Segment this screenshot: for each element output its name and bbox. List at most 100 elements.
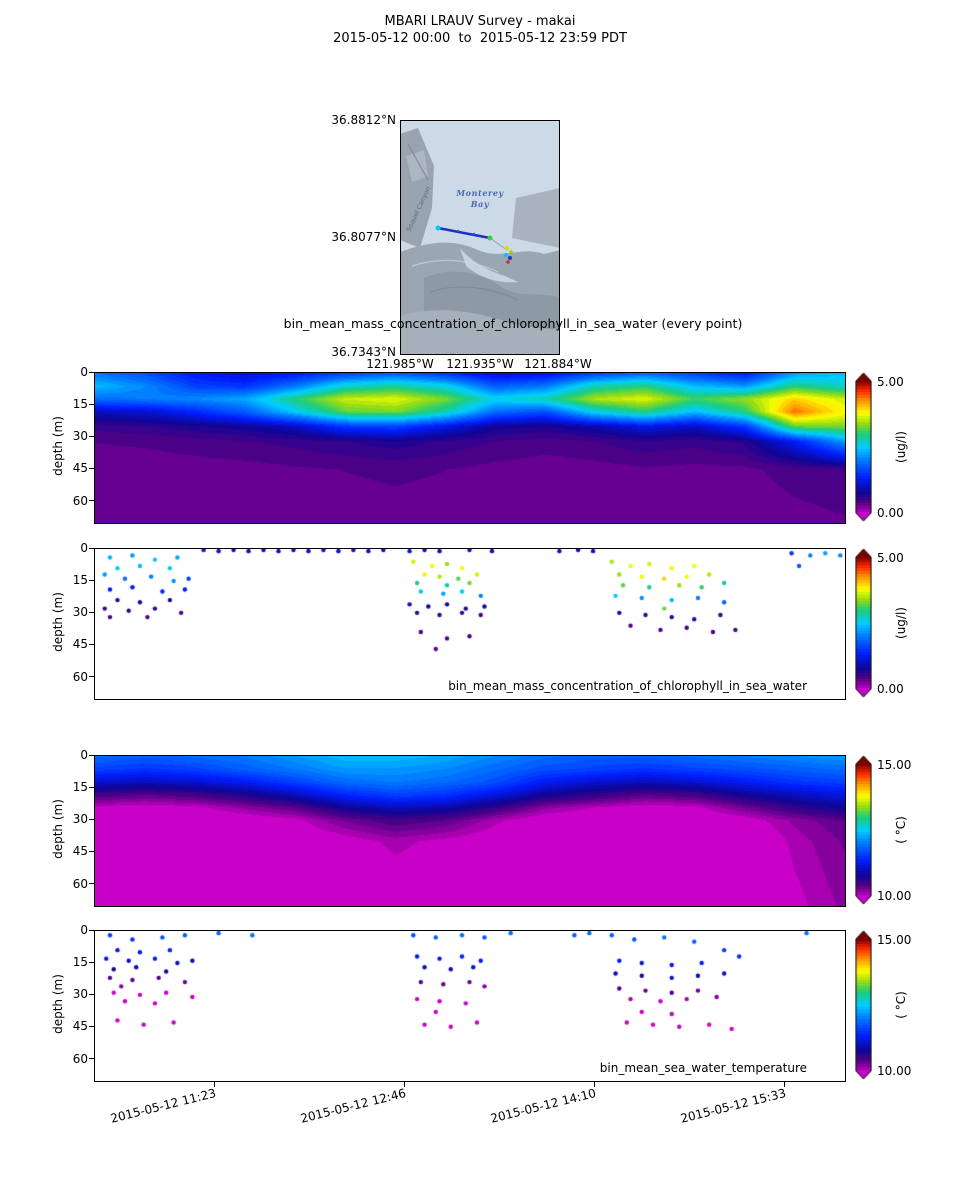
colorbar-unit-label: (ug/l) — [894, 607, 908, 639]
x-tick-label: 2015-05-12 11:23 — [109, 1086, 218, 1126]
track-dot — [506, 260, 510, 264]
page-title: MBARI LRAUV Survey - makai — [384, 14, 576, 29]
x-tick-mark — [214, 1082, 215, 1087]
y-tick-label: 15 — [72, 573, 88, 588]
y-tick-mark — [89, 435, 94, 437]
x-tick-label: 2015-05-12 12:46 — [299, 1086, 408, 1126]
y-tick-mark — [89, 467, 94, 469]
y-tick-mark — [89, 883, 94, 885]
y-tick-mark — [89, 993, 94, 995]
x-tick-label: 2015-05-12 15:33 — [679, 1086, 788, 1126]
y-tick-label: 30 — [72, 987, 88, 1002]
chlorophyll-scatter-plot: depth (m) 5.00 0.00 (ug/l) bin_mean_mass… — [0, 541, 960, 700]
y-tick-label: 15 — [72, 955, 88, 970]
y-tick-mark — [89, 579, 94, 581]
y-tick-mark — [89, 755, 94, 756]
x-tick-mark — [784, 1082, 785, 1087]
map-lon-label-right: 121.884°W — [524, 357, 592, 371]
colorbar-min-label: 10.00 — [877, 889, 912, 903]
temperature-scatter-colorbar — [855, 930, 872, 1080]
y-tick-mark — [89, 403, 94, 405]
y-tick-mark — [89, 611, 94, 613]
colorbar-max-label: 5.00 — [877, 551, 904, 565]
chlorophyll-plot-title: bin_mean_mass_concentration_of_chlorophy… — [283, 316, 743, 331]
map-lat-label-top: 36.8812°N — [331, 113, 396, 127]
colorbar-max-label: 15.00 — [877, 933, 912, 947]
y-tick-label: 15 — [72, 780, 88, 795]
chlorophyll-colorbar — [855, 372, 872, 522]
y-tick-mark — [89, 1025, 94, 1027]
track-dot — [504, 253, 508, 257]
colorbar-max-label: 5.00 — [877, 375, 904, 389]
colorbar-unit-label: (ug/l) — [894, 431, 908, 463]
y-tick-mark — [89, 930, 94, 931]
page-subtitle: 2015-05-12 00:00 to 2015-05-12 23:59 PDT — [333, 31, 627, 46]
colorbar-unit-label: ( °C) — [894, 991, 908, 1019]
map-bay-label-line1: Monterey — [455, 188, 504, 198]
map-bathymetry — [400, 128, 560, 355]
y-tick-label: 30 — [72, 429, 88, 444]
chlorophyll-scatter-colorbar — [855, 548, 872, 698]
y-tick-label: 0 — [80, 748, 88, 762]
y-tick-label: 60 — [72, 493, 88, 508]
temperature-colorbar — [855, 755, 872, 905]
y-tick-label: 45 — [72, 461, 88, 476]
track-dot — [435, 225, 441, 231]
auv-track — [435, 225, 513, 264]
y-tick-label: 30 — [72, 605, 88, 620]
y-tick-mark — [89, 372, 94, 373]
monterey-bay-map: Soquel Canyon Monterey Bay — [400, 120, 560, 355]
y-tick-mark — [89, 786, 94, 788]
map-bay-label-line2: Bay — [470, 199, 490, 209]
y-tick-label: 60 — [72, 669, 88, 684]
chlorophyll-scatter-canvas — [94, 548, 846, 700]
y-tick-mark — [89, 500, 94, 502]
y-tick-label: 45 — [72, 637, 88, 652]
y-tick-label: 60 — [72, 1051, 88, 1066]
y-tick-label: 0 — [80, 365, 88, 379]
track-dot — [472, 232, 476, 236]
y-tick-label: 15 — [72, 397, 88, 412]
track-dot — [509, 250, 513, 254]
y-tick-label: 60 — [72, 876, 88, 891]
chlorophyll-contour-canvas — [94, 372, 846, 524]
y-tick-label: 30 — [72, 812, 88, 827]
map-border — [400, 120, 560, 355]
map-lat-label-mid: 36.8077°N — [331, 230, 396, 244]
track-dot — [505, 246, 509, 250]
y-tick-mark — [89, 961, 94, 963]
series-name-annotation: bin_mean_sea_water_temperature — [599, 1061, 807, 1075]
track-line — [436, 226, 492, 240]
series-name-annotation: bin_mean_mass_concentration_of_chlorophy… — [448, 679, 807, 693]
colorbar-unit-label: ( °C) — [894, 816, 908, 844]
temperature-contour-canvas — [94, 755, 846, 907]
y-tick-label: 0 — [80, 923, 88, 937]
colorbar-min-label: 0.00 — [877, 506, 904, 520]
map-lon-label-left: 121.985°W — [366, 357, 434, 371]
y-tick-mark — [89, 818, 94, 820]
colorbar-min-label: 0.00 — [877, 682, 904, 696]
y-tick-label: 45 — [72, 1019, 88, 1034]
temperature-scatter-plot: depth (m) 15.00 10.00 ( °C) bin_mean_sea… — [0, 923, 960, 1126]
track-dot — [487, 235, 493, 241]
y-tick-label: 45 — [72, 844, 88, 859]
y-tick-mark — [89, 850, 94, 852]
track-dot — [508, 256, 512, 260]
temperature-scatter-canvas — [94, 930, 846, 1082]
track-line — [489, 237, 508, 251]
x-tick-label: 2015-05-12 14:10 — [489, 1086, 598, 1126]
map-lat-label-bottom: 36.7343°N — [331, 345, 396, 359]
y-tick-mark — [89, 1058, 94, 1060]
y-tick-mark — [89, 676, 94, 678]
y-tick-mark — [89, 643, 94, 645]
x-tick-mark — [594, 1082, 596, 1087]
colorbar-min-label: 10.00 — [877, 1064, 912, 1078]
temperature-contour-plot: depth (m) 15.00 10.00 ( °C) 0 15 30 45 60 — [0, 748, 960, 907]
track-dot — [456, 229, 460, 233]
y-tick-label: 0 — [80, 541, 88, 555]
map-lon-label-mid: 121.935°W — [446, 357, 514, 371]
chlorophyll-contour-plot: depth (m) 5.00 0.00 (ug/l) 0 15 30 45 60 — [0, 365, 960, 524]
y-tick-mark — [89, 548, 94, 549]
colorbar-max-label: 15.00 — [877, 758, 912, 772]
